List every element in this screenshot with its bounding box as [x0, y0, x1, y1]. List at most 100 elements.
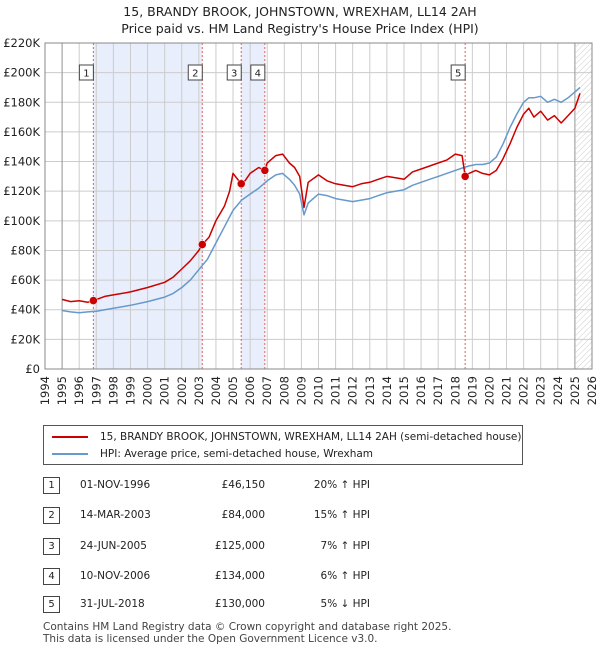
- legend-label-price: 15, BRANDY BROOK, JOHNSTOWN, WREXHAM, LL…: [100, 431, 522, 443]
- sale-label-number: 3: [231, 69, 237, 80]
- sale-date: 24-JUN-2005: [80, 540, 147, 552]
- x-tick-label: 1995: [55, 376, 69, 405]
- y-tick-label: £120K: [3, 184, 40, 198]
- legend-item-hpi: HPI: Average price, semi-detached house,…: [52, 446, 373, 462]
- sale-price: £125,000: [214, 540, 265, 552]
- sale-period-band: [241, 43, 265, 369]
- legend-swatch-price: [52, 436, 88, 438]
- legend-item-price: 15, BRANDY BROOK, JOHNSTOWN, WREXHAM, LL…: [52, 429, 521, 445]
- y-tick-label: £100K: [3, 214, 40, 228]
- sale-label-box: [250, 64, 266, 81]
- sale-point: [198, 240, 207, 249]
- x-tick-label: 2002: [175, 376, 189, 405]
- table-row: 5 31-JUL-2018 £130,000 5% ↓ HPI: [0, 596, 600, 616]
- sale-label-box: [187, 64, 203, 81]
- price-chart: £0 £20K £40K £60K £80K £100K £120K £140K £160K £1…: [3, 36, 599, 405]
- footer-copyright: Contains HM Land Registry data © Crown c…: [43, 621, 452, 633]
- x-tick-label: 2010: [312, 376, 326, 405]
- x-tick-label: 2022: [517, 376, 531, 405]
- y-tick-label: £0: [25, 362, 40, 376]
- sale-price: £84,000: [221, 509, 265, 521]
- x-tick-label: 2020: [482, 376, 496, 405]
- y-tick-label: £180K: [3, 95, 40, 109]
- x-tick-label: 2017: [431, 376, 445, 405]
- sale-label-box: [78, 64, 94, 81]
- x-tick-label: 2009: [294, 376, 308, 405]
- sale-label-number: 2: [192, 69, 198, 80]
- sale-number-badge: 1: [43, 477, 60, 494]
- sale-hpi-diff: 6% ↑ HPI: [320, 570, 370, 582]
- sale-number-badge: 4: [43, 568, 60, 585]
- plot-border: [44, 42, 593, 370]
- x-tick-label: 2001: [158, 376, 172, 405]
- chart-subtitle: Price paid vs. HM Land Registry's House …: [121, 21, 479, 36]
- sale-label-box: [450, 64, 466, 81]
- sale-point: [236, 179, 246, 189]
- sale-point: [260, 166, 270, 175]
- x-tick-label: 2013: [363, 376, 377, 405]
- sale-number-badge: 3: [43, 538, 60, 555]
- sale-hpi-diff: 15% ↑ HPI: [313, 509, 370, 521]
- x-tick-label: 2012: [346, 376, 360, 405]
- x-tick-label: 2011: [329, 376, 343, 405]
- hpi-series-line: [61, 86, 581, 314]
- y-tick-label: £200K: [3, 66, 40, 80]
- sale-price: £134,000: [214, 570, 265, 582]
- sale-date: 10-NOV-2006: [80, 570, 151, 582]
- sale-hpi-diff: 5% ↓ HPI: [320, 598, 370, 610]
- sale-hpi-diff: 20% ↑ HPI: [313, 479, 370, 491]
- x-tick-label: 2023: [534, 376, 548, 405]
- sale-label-number: 5: [455, 69, 461, 80]
- y-tick-label: £140K: [3, 155, 40, 169]
- sale-label-number: 1: [83, 69, 89, 80]
- sale-hpi-diff: 7% ↑ HPI: [320, 540, 370, 552]
- y-tick-label: £80K: [11, 243, 41, 257]
- sale-number-badge: 2: [43, 507, 60, 524]
- table-row: 1 01-NOV-1996 £46,150 20% ↑ HPI: [0, 477, 600, 497]
- forecast-area: [574, 43, 592, 369]
- footer-attribution: Contains HM Land Registry data © Crown c…: [43, 621, 451, 645]
- y-tick-label: £160K: [3, 125, 40, 139]
- y-tick-label: £60K: [11, 273, 41, 287]
- legend: 15, BRANDY BROOK, JOHNSTOWN, WREXHAM, LL…: [43, 425, 523, 465]
- x-tick-label: 1994: [38, 376, 52, 405]
- sale-label-number: 4: [255, 69, 261, 80]
- price-series-line: [61, 93, 581, 304]
- x-tick-label: 2016: [414, 376, 428, 405]
- x-tick-label: 2014: [380, 376, 394, 405]
- x-tick-label: 1999: [123, 376, 137, 405]
- sale-date: 14-MAR-2003: [80, 509, 151, 521]
- sale-label-box: [226, 64, 242, 81]
- y-tick-label: £40K: [11, 303, 41, 317]
- x-tick-label: 2000: [141, 376, 155, 405]
- sale-date: 01-NOV-1996: [80, 479, 151, 491]
- y-tick-label: £20K: [11, 332, 41, 346]
- x-tick-label: 2021: [500, 376, 514, 405]
- x-tick-label: 2004: [209, 376, 223, 405]
- sale-price: £46,150: [221, 479, 265, 491]
- x-tick-label: 2008: [277, 376, 291, 405]
- x-tick-label: 2015: [397, 376, 411, 405]
- x-tick-label: 2025: [568, 376, 582, 405]
- sale-number-badge: 5: [43, 596, 60, 613]
- table-row: 2 14-MAR-2003 £84,000 15% ↑ HPI: [0, 507, 600, 527]
- sale-point: [460, 172, 470, 181]
- table-row: 3 24-JUN-2005 £125,000 7% ↑ HPI: [0, 538, 600, 558]
- x-tick-label: 2026: [585, 376, 599, 405]
- x-tick-label: 2005: [226, 376, 240, 405]
- y-tick-label: £220K: [3, 36, 40, 50]
- x-tick-label: 2007: [260, 376, 274, 405]
- x-tick-label: 2019: [465, 376, 479, 405]
- sale-point: [89, 296, 98, 305]
- x-tick-label: 1997: [89, 376, 103, 405]
- x-tick-label: 2018: [448, 376, 462, 405]
- x-tick-label: 1998: [106, 376, 120, 405]
- table-row: 4 10-NOV-2006 £134,000 6% ↑ HPI: [0, 568, 600, 588]
- legend-swatch-hpi: [52, 453, 88, 455]
- x-tick-label: 2024: [551, 376, 565, 405]
- x-tick-label: 2003: [192, 376, 206, 405]
- x-tick-label: 2006: [243, 376, 257, 405]
- x-tick-label: 1996: [72, 376, 86, 405]
- sale-price: £130,000: [214, 598, 265, 610]
- footer-license: This data is licensed under the Open Gov…: [43, 633, 378, 645]
